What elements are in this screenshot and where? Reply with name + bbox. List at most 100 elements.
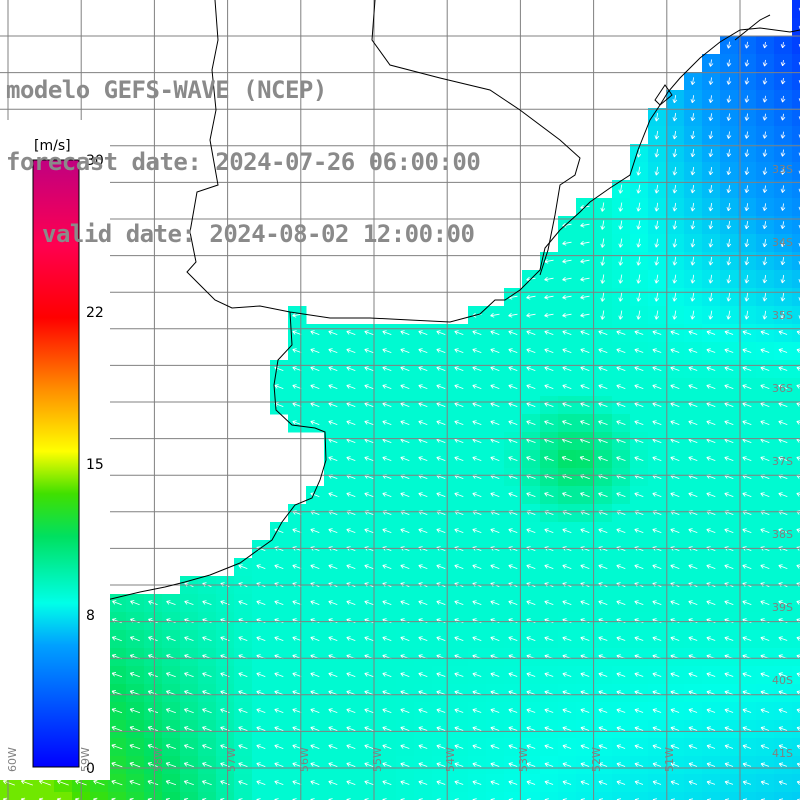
wind-arrow — [742, 420, 752, 425]
wind-arrow — [238, 744, 248, 749]
wind-arrow — [724, 672, 734, 677]
wind-arrow — [292, 420, 302, 425]
wind-arrow — [490, 402, 500, 407]
wind-arrow — [346, 348, 356, 353]
wind-arrow — [328, 600, 338, 605]
wind-arrow — [129, 708, 141, 714]
wind-arrow — [328, 528, 338, 533]
wind-arrow — [56, 779, 69, 786]
wind-arrow — [238, 636, 248, 641]
wind-arrow — [708, 149, 714, 158]
lon-label: 59W — [79, 747, 92, 772]
wind-arrow — [726, 221, 732, 230]
wind-arrow — [543, 456, 554, 462]
wind-arrow — [544, 312, 554, 318]
wind-arrow — [634, 744, 644, 749]
wind-arrow — [670, 690, 680, 695]
wind-arrow — [670, 636, 680, 641]
wind-cell — [792, 540, 800, 559]
wind-arrow — [634, 384, 644, 389]
wind-arrow — [292, 690, 302, 695]
wind-arrow — [654, 148, 660, 158]
lat-label: 35S — [772, 309, 793, 322]
wind-arrow — [238, 708, 248, 713]
wind-arrow — [652, 636, 662, 641]
wind-arrow — [310, 348, 320, 353]
wind-arrow — [672, 148, 678, 158]
wind-arrow — [238, 564, 248, 569]
wind-arrow — [364, 330, 374, 335]
wind-arrow — [310, 564, 320, 569]
wind-arrow — [652, 780, 662, 785]
wind-arrow — [400, 780, 410, 785]
wind-arrow — [346, 564, 356, 569]
wind-cell — [792, 216, 800, 235]
wind-arrow — [129, 779, 141, 786]
wind-arrow — [418, 564, 428, 569]
wind-arrow — [744, 310, 750, 320]
wind-arrow — [778, 600, 788, 605]
wind-arrow — [616, 780, 626, 785]
wind-arrow — [670, 330, 680, 335]
wind-arrow — [724, 528, 734, 533]
wind-arrow — [490, 762, 500, 767]
wind-arrow — [436, 636, 446, 641]
wind-arrow — [256, 708, 266, 713]
wind-arrow — [600, 202, 606, 212]
wind-arrow — [310, 780, 320, 785]
wind-arrow — [598, 780, 608, 785]
wind-arrow — [454, 672, 464, 677]
wind-arrow — [526, 690, 536, 695]
wind-arrow — [436, 726, 446, 731]
wind-arrow — [708, 256, 714, 266]
wind-arrow — [454, 762, 464, 767]
wind-arrow — [111, 672, 123, 678]
wind-cell — [792, 630, 800, 649]
wind-arrow — [382, 420, 392, 425]
wind-arrow — [742, 384, 752, 389]
wind-cell — [792, 54, 800, 73]
wind-arrow — [672, 166, 678, 176]
wind-arrow — [418, 744, 428, 749]
wind-arrow — [418, 420, 428, 425]
wind-arrow — [310, 672, 320, 677]
wind-arrow — [544, 780, 554, 785]
wind-cell — [774, 792, 793, 800]
wind-arrow — [400, 456, 410, 461]
wind-arrow — [690, 310, 696, 320]
grid-labels: 33S 34S 35S 36S 37S 38S 39S 40S 41S 60W 59W 58W 57W 5… — [6, 163, 793, 772]
lat-label: 40S — [772, 674, 793, 687]
wind-arrow — [544, 744, 554, 749]
wind-arrow — [238, 672, 248, 677]
wind-arrow — [688, 744, 698, 749]
wind-arrow — [454, 330, 464, 335]
wind-arrow — [742, 330, 752, 335]
lat-label: 33S — [772, 163, 793, 176]
wind-arrow — [346, 726, 356, 731]
wind-cell — [468, 792, 487, 800]
wind-arrow — [778, 402, 788, 407]
wind-arrow — [274, 600, 284, 605]
wind-arrow — [706, 564, 716, 569]
wind-arrow — [616, 690, 626, 695]
wind-arrow — [580, 636, 590, 641]
wind-arrow — [780, 292, 786, 302]
wind-arrow — [744, 131, 750, 139]
wind-arrow — [526, 312, 536, 318]
wind-cell — [648, 792, 667, 800]
wind-arrow — [165, 672, 176, 678]
wind-arrow — [418, 636, 428, 641]
wind-arrow — [616, 798, 621, 800]
wind-arrow — [183, 762, 194, 768]
wind-arrow — [472, 420, 482, 425]
wind-cell — [558, 792, 577, 800]
wind-arrow — [526, 294, 536, 300]
wind-arrow — [724, 402, 734, 407]
wind-arrow — [400, 564, 410, 569]
wind-arrow — [634, 780, 644, 785]
wind-arrow — [454, 492, 464, 497]
wind-arrow — [490, 744, 500, 749]
wind-arrow — [598, 492, 608, 497]
wind-arrow — [562, 564, 572, 569]
wind-cell — [504, 792, 523, 800]
